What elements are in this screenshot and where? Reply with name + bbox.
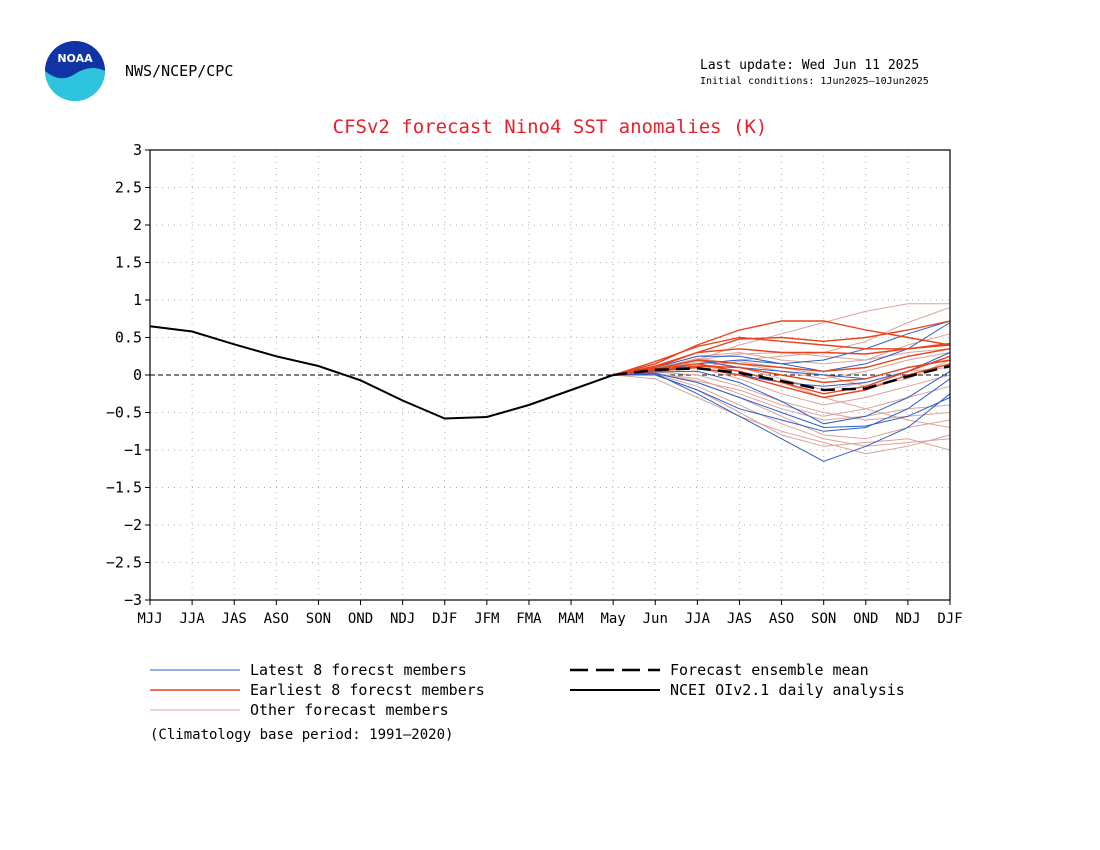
x-tick-label: DJF xyxy=(432,611,457,627)
y-tick-label: −1.5 xyxy=(106,479,142,497)
latest-member-line xyxy=(613,370,951,425)
x-tick-label: ASO xyxy=(769,611,794,627)
x-tick-label: NDJ xyxy=(895,611,920,627)
analysis xyxy=(149,325,614,420)
x-tick-label: JAS xyxy=(727,611,752,627)
latest-member-line xyxy=(613,374,951,432)
x-tick-label: SON xyxy=(306,611,331,627)
org-label: NWS/NCEP/CPC xyxy=(125,62,234,80)
x-tick-label: MAM xyxy=(558,611,583,627)
y-tick-label: 1.5 xyxy=(115,254,142,272)
legend-label: Latest 8 forecst members xyxy=(250,661,467,679)
other-member-line xyxy=(613,374,951,455)
legend-label: Other forecast members xyxy=(250,701,449,719)
earliest-member-line xyxy=(613,320,951,376)
legend-label: Forecast ensemble mean xyxy=(670,661,869,679)
y-tick-label: −2.5 xyxy=(106,554,142,572)
other-member-line xyxy=(613,373,951,447)
x-tick-label: OND xyxy=(348,611,373,627)
y-tick-label: 2 xyxy=(133,216,142,234)
earliest-member-line xyxy=(613,348,951,376)
x-tick-label: DJF xyxy=(937,611,962,627)
grid xyxy=(150,150,950,600)
other-member-line xyxy=(613,372,951,421)
y-tick-label: −1 xyxy=(124,441,142,459)
y-tick-label: −2 xyxy=(124,516,142,534)
x-tick-label: OND xyxy=(853,611,878,627)
latest-member-line xyxy=(613,372,951,429)
y-tick-label: 0 xyxy=(133,366,142,384)
x-tick-label: JFM xyxy=(474,611,499,627)
earliest-member-line xyxy=(613,355,951,395)
plot-frame xyxy=(149,149,951,601)
latest-member-line xyxy=(613,320,951,376)
legend-label: NCEI OIv2.1 daily analysis xyxy=(670,681,905,699)
y-axis: 3 2.5 2 1.5 1 0.5 0 −0.5 −1 −1.5 −2 −2.5 −3 xyxy=(106,141,150,609)
y-tick-label: 2.5 xyxy=(115,179,142,197)
ensemble-mean xyxy=(613,364,951,392)
x-tick-label: May xyxy=(601,611,626,627)
ensemble-mean-line xyxy=(613,364,951,392)
legend-label: Earliest 8 forecst members xyxy=(250,681,485,699)
climatology-footnote: (Climatology base period: 1991—2020) xyxy=(150,727,454,743)
x-tick-label: FMA xyxy=(516,611,542,627)
x-tick-label: JJA xyxy=(179,611,205,627)
y-tick-label: −0.5 xyxy=(106,404,142,422)
x-tick-label: ASO xyxy=(264,611,289,627)
x-tick-label: NDJ xyxy=(390,611,415,627)
x-tick-label: JAS xyxy=(222,611,247,627)
chart-title: CFSv2 forecast Nino4 SST anomalies (K) xyxy=(332,116,768,138)
analysis-line xyxy=(149,325,614,420)
last-update-label: Last update: Wed Jun 11 2025 xyxy=(700,58,920,73)
earliest-member-line xyxy=(613,359,951,384)
y-tick-label: 3 xyxy=(133,141,142,159)
x-tick-label: Jun xyxy=(643,611,668,627)
svg-text:NOAA: NOAA xyxy=(57,52,93,65)
initial-conditions-label: Initial conditions: 1Jun2025—10Jun2025 xyxy=(700,76,929,87)
earliest-member-line xyxy=(612,336,951,376)
legend: Latest 8 forecst members Earliest 8 forec… xyxy=(150,661,905,719)
y-tick-label: −3 xyxy=(124,591,142,609)
earliest-members xyxy=(612,320,951,399)
noaa-logo-icon: NOAA xyxy=(45,41,105,101)
x-tick-label: JJA xyxy=(685,611,711,627)
earliest-member-line xyxy=(613,342,951,376)
earliest-member-line xyxy=(613,320,951,376)
x-tick-label: MJJ xyxy=(137,611,162,627)
y-tick-label: 1 xyxy=(133,291,142,309)
x-tick-label: SON xyxy=(811,611,836,627)
x-axis: MJJ JJA JAS ASO SON OND NDJ DJF JFM FMA MAM May Jun J… xyxy=(137,600,963,627)
y-tick-label: 0.5 xyxy=(115,329,142,347)
